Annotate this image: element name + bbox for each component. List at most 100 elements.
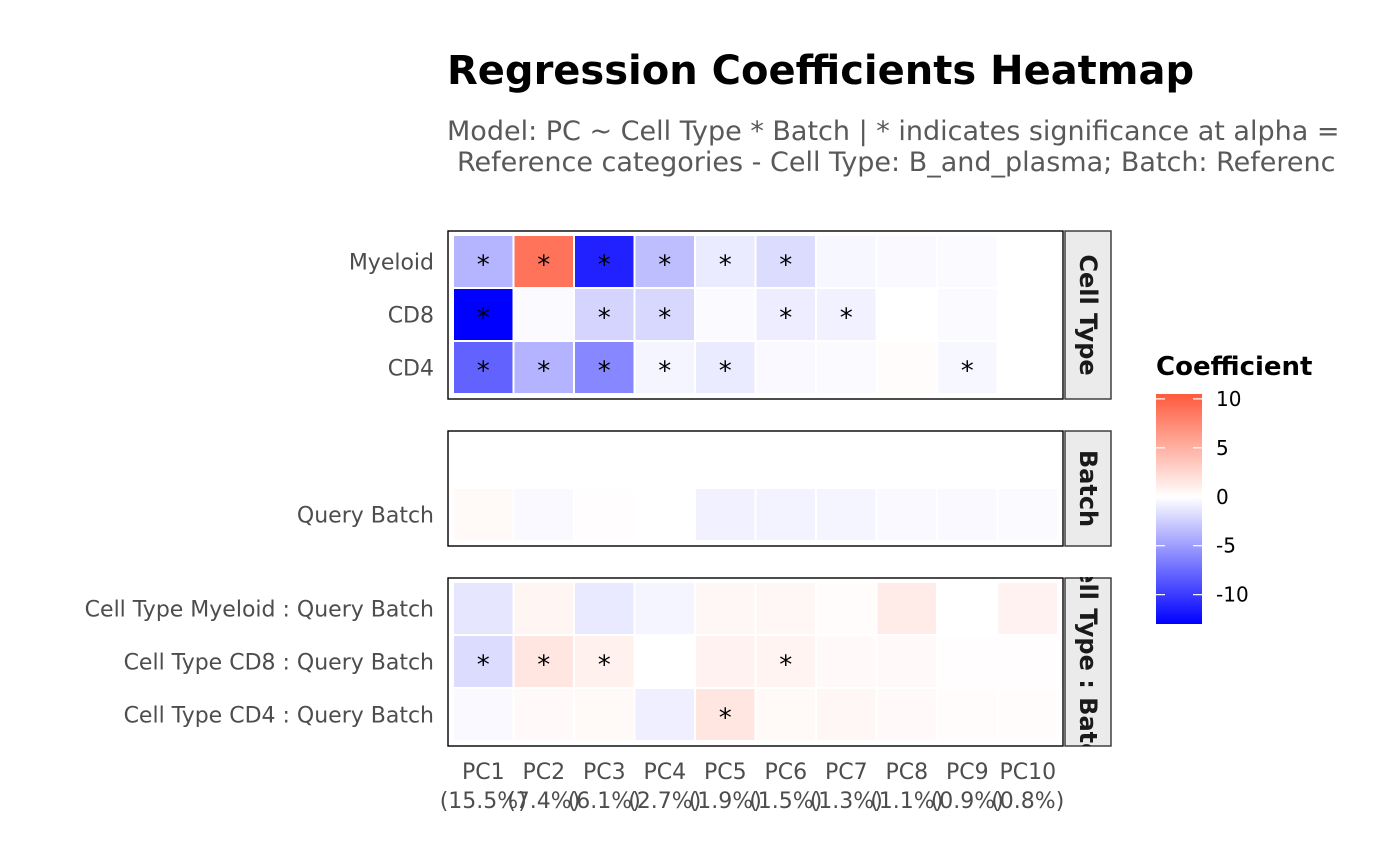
significance-marker: *	[598, 651, 611, 681]
significance-marker: *	[779, 651, 792, 681]
heatmap-cell	[575, 289, 634, 340]
heatmap-cell	[998, 342, 1057, 393]
heatmap-cell	[635, 342, 694, 393]
legend-tick-label: 0	[1216, 485, 1229, 509]
x-tick-label: PC6	[764, 760, 807, 785]
heatmap-cell	[696, 636, 755, 687]
heatmap-cell	[696, 489, 755, 540]
panel-border	[447, 577, 1064, 747]
facet-panel-2: Query Batch Batch	[297, 430, 1112, 547]
significance-marker: *	[477, 304, 490, 334]
heatmap-cell	[817, 289, 876, 340]
heatmap-cell	[756, 689, 815, 740]
heatmap-cell	[877, 583, 936, 634]
heatmap-cell	[998, 289, 1057, 340]
significance-marker: *	[658, 304, 671, 334]
heatmap-cell	[635, 236, 694, 287]
heatmap-cell	[756, 489, 815, 540]
heatmap-cell	[877, 636, 936, 687]
heatmap-cell	[998, 583, 1057, 634]
row-label: CD4	[388, 357, 434, 382]
row-label: CD8	[388, 304, 434, 329]
heatmap-cell	[817, 636, 876, 687]
heatmap-cell	[756, 342, 815, 393]
facet-strip-background	[1064, 230, 1112, 400]
x-tick-variance: (15.5%)	[440, 789, 527, 814]
heatmap-cell	[998, 236, 1057, 287]
significance-marker: *	[779, 251, 792, 281]
heatmap-cell	[938, 489, 997, 540]
row-label: Cell Type CD4 : Query Batch	[124, 704, 434, 729]
legend-tick-label: -5	[1216, 534, 1236, 558]
heatmap-cell	[454, 583, 513, 634]
heatmap-cell	[696, 583, 755, 634]
significance-marker: *	[719, 704, 732, 734]
heatmap-cell	[696, 236, 755, 287]
heatmap-cell	[635, 489, 694, 540]
facet-strip: Batch	[1064, 430, 1112, 547]
heatmap-panels: Myeloid * * * * * * CD8 * * * * * CD4 * * * * * * Cell Type Q…	[85, 230, 1112, 747]
x-tick-variance: (1.1%)	[870, 789, 943, 814]
heatmap-cell	[817, 689, 876, 740]
heatmap-cell	[454, 289, 513, 340]
significance-marker: *	[658, 357, 671, 387]
x-tick-label: PC9	[946, 760, 989, 785]
heatmap-cell	[635, 289, 694, 340]
significance-marker: *	[537, 651, 550, 681]
x-tick-variance: (0.8%)	[991, 789, 1064, 814]
heatmap-cell	[756, 289, 815, 340]
heatmap-cell	[575, 636, 634, 687]
significance-marker: *	[537, 357, 550, 387]
significance-marker: *	[719, 357, 732, 387]
x-tick-label: PC1	[462, 760, 505, 785]
facet-strip-background	[1064, 430, 1112, 547]
heatmap-cell	[877, 289, 936, 340]
facet-panel-3: Cell Type Myeloid : Query Batch Cell Type…	[85, 577, 1112, 747]
heatmap-cell	[575, 489, 634, 540]
facet-panel-1: Myeloid * * * * * * CD8 * * * * * CD4 * * * * * * Cell Type	[349, 230, 1112, 400]
heatmap-cell	[454, 636, 513, 687]
legend-tick-label: 5	[1216, 436, 1229, 460]
panel-border	[447, 230, 1064, 400]
heatmap-cell	[877, 236, 936, 287]
x-tick-label: PC5	[704, 760, 747, 785]
heatmap-cell	[635, 689, 694, 740]
heatmap-cell	[998, 689, 1057, 740]
significance-marker: *	[477, 357, 490, 387]
heatmap-cell	[877, 342, 936, 393]
heatmap-cell	[817, 236, 876, 287]
heatmap-cell	[756, 583, 815, 634]
x-tick-label: PC4	[643, 760, 686, 785]
chart-title: Regression Coefficients Heatmap	[447, 48, 1194, 94]
heatmap-cell	[575, 342, 634, 393]
legend-title: Coefficient	[1156, 352, 1312, 382]
x-tick-label: PC3	[583, 760, 626, 785]
heatmap-cell	[817, 583, 876, 634]
x-tick-label: PC7	[825, 760, 868, 785]
significance-marker: *	[961, 357, 974, 387]
legend-tick-label: 10	[1216, 387, 1241, 411]
heatmap-cell	[575, 583, 634, 634]
heatmap-cell	[575, 689, 634, 740]
panel-border	[447, 430, 1064, 547]
heatmap-cell	[454, 689, 513, 740]
heatmap-cell	[575, 236, 634, 287]
row-label: Cell Type CD8 : Query Batch	[124, 651, 434, 676]
heatmap-cell	[877, 489, 936, 540]
significance-marker: *	[779, 304, 792, 334]
heatmap-cell	[696, 689, 755, 740]
heatmap-cell	[514, 342, 573, 393]
x-tick-variance: (1.5%)	[749, 789, 822, 814]
heatmap-cell	[938, 636, 997, 687]
significance-marker: *	[719, 251, 732, 281]
heatmap-cell	[817, 342, 876, 393]
heatmap-cell	[938, 583, 997, 634]
heatmap-cell	[938, 289, 997, 340]
heatmap-cell	[998, 636, 1057, 687]
heatmap-cell	[756, 236, 815, 287]
legend-colorbar	[1156, 394, 1202, 624]
heatmap-cell	[635, 583, 694, 634]
legend: Coefficient 10 5 0 -5 -10	[1156, 352, 1312, 624]
heatmap-cell	[454, 489, 513, 540]
significance-marker: *	[477, 251, 490, 281]
